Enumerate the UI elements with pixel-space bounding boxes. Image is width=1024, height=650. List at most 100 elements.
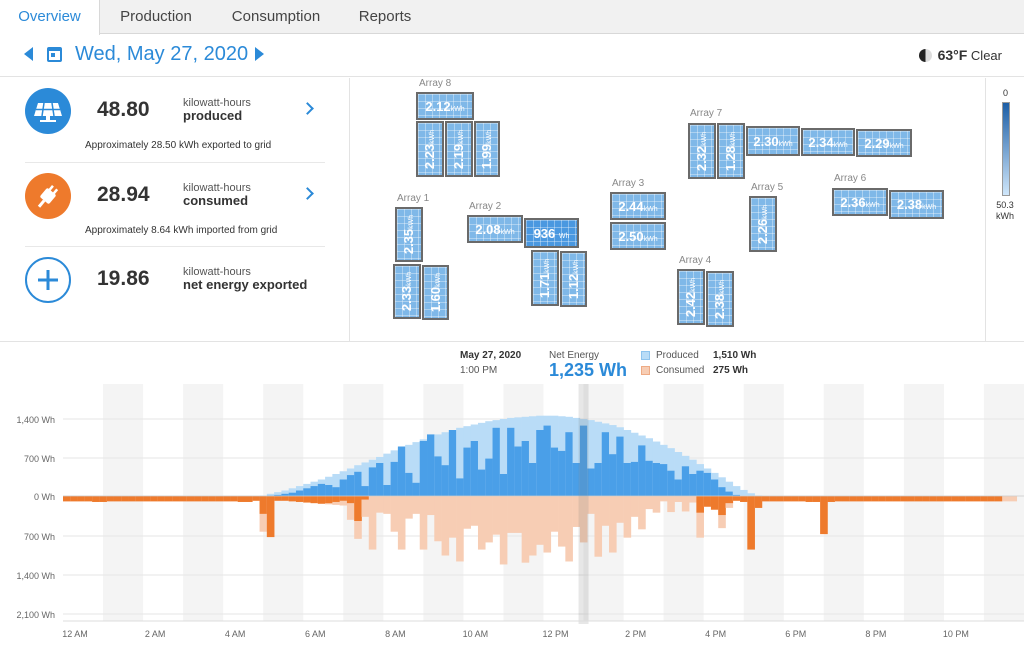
exported-bar — [710, 479, 719, 496]
consumed-chevron-icon[interactable] — [301, 187, 314, 200]
panel-a3-1[interactable]: 2.44kWh — [610, 192, 666, 220]
consumed-bar — [499, 496, 508, 565]
imported-bar — [798, 496, 806, 502]
panel-a8-1[interactable]: 2.12kWh — [416, 92, 474, 120]
consumed-bar — [368, 496, 377, 550]
imported-bar — [725, 496, 734, 504]
imported-bar — [703, 496, 712, 507]
exported-bar — [652, 463, 661, 496]
consumed-bar — [550, 496, 559, 532]
current-date[interactable]: Wed, May 27, 2020 — [75, 43, 249, 65]
panel-a1-2[interactable]: 2.33kWh — [393, 264, 421, 319]
exported-bar — [521, 441, 530, 496]
panel-a4-2[interactable]: 2.38kWh — [706, 271, 734, 327]
panel-a1-1[interactable]: 2.35kWh — [395, 207, 423, 262]
next-day-arrow-icon[interactable] — [255, 47, 264, 61]
imported-bar — [791, 496, 799, 502]
consumed-bar — [536, 496, 544, 545]
plus-icon — [25, 257, 71, 303]
panel-a6-2[interactable]: 2.38kWh — [889, 190, 944, 219]
hour-band — [823, 384, 864, 621]
calendar-icon[interactable] — [47, 47, 62, 62]
panel-a8-4[interactable]: 1.99kWh — [474, 121, 500, 177]
net-stat: 19.86 kilowatt-hours net energy exported — [25, 246, 325, 330]
exported-bar — [609, 454, 617, 496]
consumed-bar — [1009, 496, 1018, 502]
exported-bar — [550, 447, 559, 496]
legend-gradient — [1002, 102, 1010, 196]
imported-bar — [143, 496, 151, 502]
panel-a8-3[interactable]: 2.19kWh — [445, 121, 473, 177]
produced-bar — [332, 474, 340, 496]
panel-a5-1[interactable]: 2.26kWh — [749, 196, 777, 252]
tooltip-net-label: Net Energy — [549, 350, 600, 361]
exported-bar — [681, 466, 690, 496]
consumed-bar — [470, 496, 479, 526]
consumed-bar — [594, 496, 603, 557]
consumed-stat[interactable]: 28.94 kilowatt-hours consumed Approximat… — [25, 162, 325, 246]
produced-swatch — [641, 351, 650, 360]
consumed-bar — [543, 496, 552, 553]
imported-bar — [215, 496, 224, 502]
hour-band — [903, 384, 944, 621]
tab-reports[interactable]: Reports — [358, 8, 412, 25]
exported-bar — [419, 441, 428, 496]
imported-bar — [339, 496, 348, 501]
exported-bar — [434, 456, 442, 496]
tab-consumption[interactable]: Consumption — [231, 8, 321, 25]
exported-bar — [689, 474, 697, 496]
produced-bar — [499, 419, 508, 496]
imported-bar — [776, 496, 785, 502]
panel-a7-2[interactable]: 1.28kWh — [717, 123, 745, 179]
imported-bar — [740, 496, 748, 502]
imported-bar — [303, 496, 311, 503]
panel-a7-3[interactable]: 2.30kWh — [746, 126, 800, 156]
energy-bar-chart[interactable]: 1,400 Wh 700 Wh 0 Wh 700 Wh 1,400 Wh 2,100 Wh… — [0, 342, 1024, 645]
panel-a4-1[interactable]: 2.42kWh — [677, 269, 705, 325]
produced-stat[interactable]: 48.80 kilowatt-hours produced Approximat… — [25, 78, 325, 162]
produced-bar — [288, 488, 297, 496]
tooltip-produced-value: 1,510 Wh — [713, 350, 757, 361]
panel-a2-1[interactable]: 2.08kWh — [467, 215, 523, 243]
tab-overview[interactable]: Overview — [0, 0, 100, 35]
produced-bar — [361, 462, 370, 496]
exported-bar — [332, 487, 340, 496]
consumed-bar — [579, 496, 588, 543]
tab-production[interactable]: Production — [120, 8, 192, 25]
panel-a7-1[interactable]: 2.32kWh — [688, 123, 716, 179]
imported-bar — [761, 496, 770, 502]
x-tick-label: 10 PM — [943, 629, 969, 639]
array-2-label: Array 2 — [469, 201, 502, 212]
consumed-bar — [572, 496, 581, 527]
moon-phase-icon — [918, 49, 932, 62]
panel-a2-2[interactable]: 936 Wh — [524, 218, 579, 248]
imported-bar — [295, 496, 304, 502]
imported-bar — [84, 496, 93, 502]
panel-a2-4[interactable]: 1.12kWh — [560, 251, 587, 307]
x-tick-label: 2 PM — [625, 629, 646, 639]
imported-bar — [965, 496, 974, 502]
exported-bar — [441, 465, 450, 496]
tooltip-consumed-value: 275 Wh — [713, 365, 749, 376]
imported-bar — [164, 496, 173, 502]
consumed-bar — [528, 496, 537, 556]
consumed-bar — [616, 496, 624, 523]
panel-a8-2[interactable]: 2.23kWh — [416, 121, 444, 177]
previous-day-arrow-icon[interactable] — [24, 47, 33, 61]
panel-a2-3[interactable]: 1.71kWh — [531, 250, 559, 306]
panel-a3-2[interactable]: 2.50kWh — [610, 222, 666, 250]
net-value: 19.86 — [97, 267, 150, 290]
panel-a7-4[interactable]: 2.34kWh — [801, 128, 855, 156]
panel-a6-1[interactable]: 2.36kWh — [832, 188, 888, 216]
exported-bar — [376, 463, 384, 496]
consumed-bar — [456, 496, 464, 562]
solar-panel-icon — [25, 88, 71, 134]
produced-chevron-icon[interactable] — [301, 102, 314, 115]
panel-a7-5[interactable]: 2.29kWh — [856, 129, 912, 157]
consumed-bar — [1002, 496, 1010, 502]
consumed-bar — [507, 496, 515, 533]
weather-condition: Clear — [970, 48, 1002, 63]
exported-bar — [667, 470, 675, 496]
imported-bar — [361, 496, 370, 500]
panel-a1-3[interactable]: 1.60kWh — [422, 265, 449, 320]
